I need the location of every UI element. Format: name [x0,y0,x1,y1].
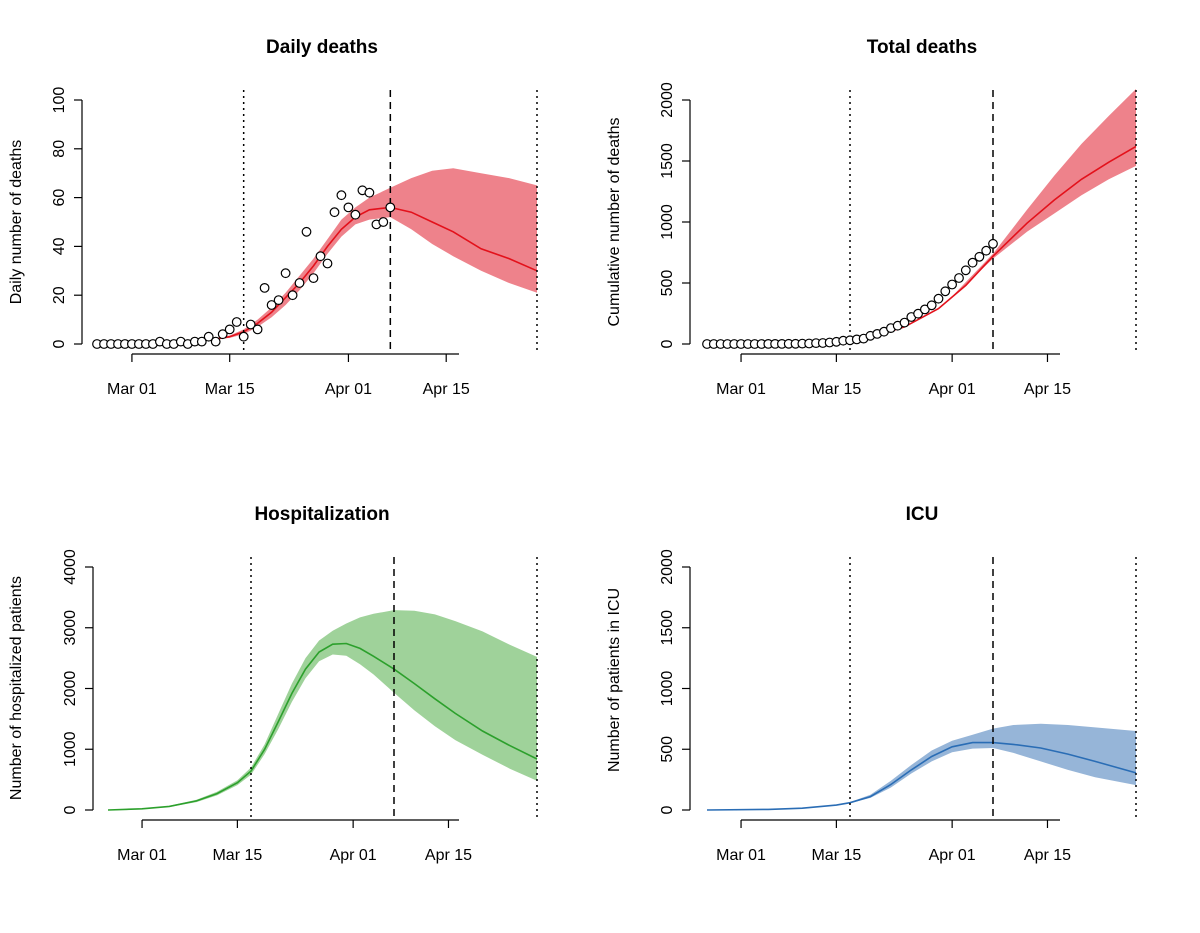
panel-daily-deaths: Daily deaths Daily number of deaths 0 20 4… [8,37,538,398]
observed-point [967,257,978,268]
x-tick-label: Mar 15 [811,847,861,864]
observed-point [960,265,971,276]
observed-point [350,209,361,220]
y-axis-label: Number of patients in ICU [606,588,623,772]
y-tick-label: 60 [51,189,68,207]
x-tick-label: Apr 01 [325,381,372,398]
observed-point [287,290,298,301]
observed-point [301,226,312,237]
y-tick-label: 20 [51,286,68,304]
observed-point [238,331,249,342]
observed-point [224,324,235,335]
x-tick-label: Mar 01 [117,847,167,864]
y-tick-label: 100 [51,87,68,114]
confidence-band [169,610,538,807]
fitted-line [107,642,538,811]
observed-point [974,251,985,262]
y-tick-label: 1000 [659,204,676,240]
observed-point [280,268,291,279]
x-tick-label: Apr 15 [1024,847,1071,864]
observed-point [315,251,326,262]
observed-point [196,336,207,347]
y-tick-label: 1000 [62,731,79,767]
panel-title: Daily deaths [266,37,378,58]
observed-point [245,319,256,330]
observed-point [259,283,270,293]
y-tick-label: 0 [62,805,79,814]
y-tick-label: 0 [659,805,676,814]
y-tick-label: 500 [659,736,676,763]
observed-point [308,273,319,284]
observed-point [988,238,998,249]
panel-hospitalization: Hospitalization Number of hospitalized p… [8,504,538,864]
x-tick-label: Mar 01 [107,381,157,398]
observed-point [940,286,951,297]
observed-point [322,258,333,269]
y-tick-label: 80 [51,140,68,158]
y-tick-label: 40 [51,237,68,255]
panel-total-deaths: Total deaths Cumulative number of deaths… [606,37,1137,398]
observed-point [981,245,992,256]
y-tick-label: 4000 [62,549,79,585]
confidence-band [836,723,1136,806]
x-tick-label: Mar 15 [811,381,861,398]
y-axis-label: Number of hospitalized patients [8,576,25,800]
x-tick-label: Apr 15 [1024,381,1071,398]
observed-point [266,300,277,310]
observed-point [231,317,242,327]
observed-point [933,293,944,304]
observed-point [252,324,263,335]
y-axis-label: Cumulative number of deaths [606,118,623,327]
panel-icu: ICU Number of patients in ICU 0 500 1000 15… [606,504,1137,864]
y-tick-label: 2000 [62,671,79,707]
observed-point [385,202,396,213]
observed-point [217,329,228,340]
y-tick-label: 2000 [659,549,676,585]
x-tick-label: Apr 01 [330,847,377,864]
x-tick-label: Mar 01 [716,847,766,864]
y-tick-label: 500 [659,270,676,297]
x-tick-label: Mar 01 [716,381,766,398]
x-tick-label: Apr 15 [423,381,470,398]
y-tick-label: 1000 [659,671,676,707]
observed-point [273,295,284,306]
panel-title: ICU [906,504,939,525]
x-tick-label: Apr 01 [929,847,976,864]
observed-point [294,278,305,288]
observed-point [364,187,375,198]
fitted-line [706,741,1137,811]
observed-point [378,217,389,227]
x-tick-label: Mar 15 [212,847,262,864]
observed-point [913,308,923,319]
observed-point [947,279,957,290]
x-tick-label: Apr 01 [929,381,976,398]
observed-point [210,336,221,347]
y-tick-label: 1500 [659,143,676,179]
observed-point [954,273,964,283]
observed-point [926,300,937,311]
panel-title: Total deaths [867,37,978,58]
observed-point [336,190,347,201]
x-tick-label: Mar 15 [205,381,255,398]
panel-title: Hospitalization [254,504,389,525]
y-tick-label: 0 [659,339,676,348]
y-tick-label: 2000 [659,82,676,118]
observed-point [203,331,214,342]
x-tick-label: Apr 15 [425,847,472,864]
y-axis-label: Daily number of deaths [8,140,25,305]
y-tick-label: 3000 [62,610,79,646]
observed-point [343,202,354,213]
y-tick-label: 0 [51,339,68,348]
y-tick-label: 1500 [659,610,676,646]
observed-point [899,317,910,328]
observed-point [329,207,340,218]
confidence-band [952,89,1136,298]
